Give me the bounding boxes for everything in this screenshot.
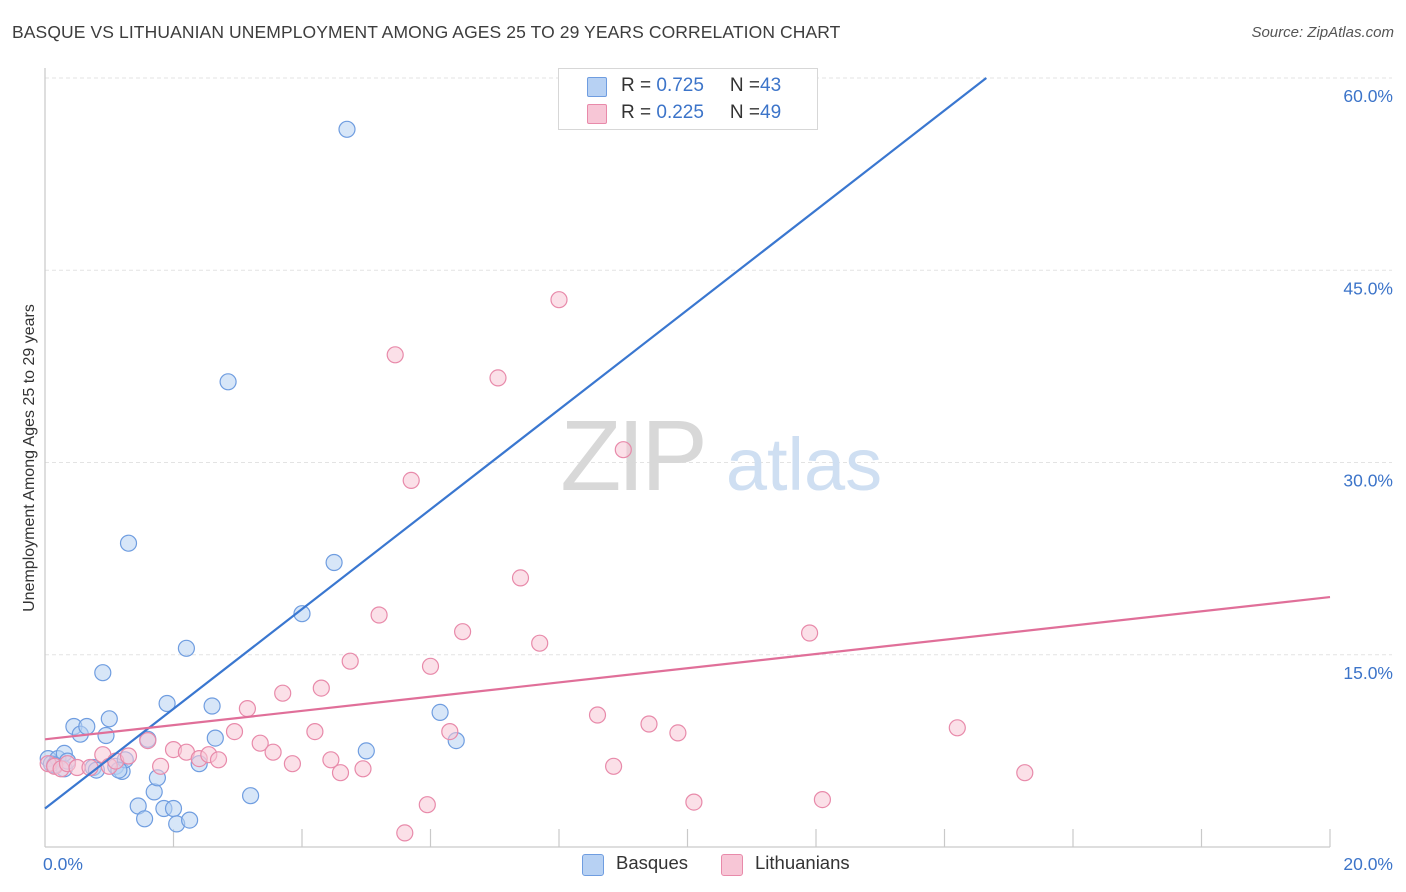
lithuanian-point — [685, 793, 703, 811]
lithuanian-point — [669, 724, 687, 742]
lithuanian-point — [511, 569, 530, 587]
lithuanian-point — [264, 743, 282, 761]
lithuanian-point — [418, 796, 436, 814]
basque-point — [136, 810, 154, 828]
lithuanian-point — [386, 346, 404, 364]
legend-r-label: R = — [621, 102, 657, 123]
legend-label-basques: Basques — [616, 852, 688, 873]
x-tick-label: 0.0% — [43, 854, 83, 874]
basque-point — [293, 605, 311, 623]
stats-legend: R = 0.725 N = 43 R = 0.225 N = 49 — [558, 68, 818, 130]
lithuanian-point — [139, 731, 157, 750]
lithuanian-point — [238, 699, 256, 718]
chart-title: BASQUE VS LITHUANIAN UNEMPLOYMENT AMONG … — [12, 22, 841, 42]
basque-point — [158, 694, 176, 713]
lithuanian-point — [800, 624, 819, 642]
basque-point — [203, 697, 221, 715]
legend-label-lithuanians: Lithuanians — [755, 852, 850, 873]
lithuanian-point — [489, 369, 507, 387]
legend-n-value: 43 — [760, 75, 782, 96]
lithuanian-point — [402, 471, 420, 489]
lithuanian-point — [948, 719, 966, 737]
lithuanian-point — [421, 657, 440, 675]
basque-point — [242, 787, 260, 805]
lithuanian-point — [614, 441, 632, 459]
tick-labels: 15.0% 30.0% 45.0% 60.0% 0.0% 20.0% — [43, 86, 1393, 874]
legend-n-value: 49 — [760, 102, 782, 123]
basque-point — [97, 726, 115, 745]
lithuanian-point — [454, 623, 472, 641]
legend-r-label: R = — [621, 75, 657, 96]
trend-lines — [44, 77, 1331, 810]
source-label: Source: ZipAtlas.com — [1251, 24, 1394, 41]
lithuanian-point — [550, 291, 568, 309]
lithuanian-point — [396, 824, 414, 842]
y-tick-label: 30.0% — [1343, 471, 1393, 491]
lithuanian-point — [209, 751, 228, 769]
basque-point — [145, 783, 163, 801]
basque-point — [206, 729, 224, 747]
legend-r-value: 0.725 — [656, 75, 704, 96]
lithuanian-point — [283, 755, 301, 773]
lithuanian-point — [306, 722, 324, 741]
lithuanian-point — [119, 747, 138, 765]
lithuanian-point — [640, 715, 658, 733]
gridlines — [45, 77, 1392, 656]
lithuanian-point — [331, 764, 350, 782]
lithuanian-point — [312, 679, 330, 697]
y-tick-label: 45.0% — [1343, 278, 1393, 298]
lithuanian-point — [1016, 764, 1034, 782]
watermark: ZIP atlas — [560, 400, 882, 512]
lithuanian-point — [251, 734, 269, 752]
lithuanian-point — [441, 722, 459, 741]
legend-swatch-basques — [582, 854, 604, 876]
x-tick-label: 20.0% — [1343, 854, 1393, 874]
lithuanian-point — [531, 634, 549, 652]
basque-point — [164, 799, 183, 818]
basque-point — [181, 811, 199, 829]
watermark-atlas: atlas — [726, 423, 882, 506]
lithuanian-point — [813, 790, 832, 809]
basque-point — [94, 664, 112, 682]
lithuanian-point — [225, 722, 244, 741]
watermark-zip: ZIP — [560, 400, 704, 512]
legend-swatch-basques — [587, 77, 607, 97]
basque-point — [78, 717, 96, 736]
lithuanian-point — [588, 706, 607, 724]
basque-point — [177, 639, 195, 657]
lithuanian-point — [152, 757, 170, 775]
y-tick-label: 15.0% — [1343, 663, 1393, 683]
basque-point — [431, 703, 449, 722]
legend-n-label: N = — [729, 102, 761, 123]
lithuanian-point — [322, 751, 340, 769]
basque-point — [219, 373, 237, 391]
data-points — [39, 110, 1034, 842]
lithuanian-point — [354, 760, 372, 778]
basque-trend-line — [44, 77, 987, 810]
legend-swatch-lithuanians — [587, 104, 607, 124]
lithuanian-point — [341, 652, 359, 670]
basque-point — [357, 742, 375, 760]
lithuanian-trend-line — [44, 595, 1331, 741]
basque-point — [119, 534, 138, 552]
legend-r-value: 0.225 — [656, 102, 704, 123]
basque-point — [100, 710, 118, 728]
axes — [44, 68, 1331, 848]
lithuanian-point — [370, 606, 388, 624]
basque-point — [338, 120, 356, 138]
series-legend: Basques Lithuanians — [0, 852, 1406, 878]
legend-swatch-lithuanians — [721, 854, 743, 876]
legend-n-label: N = — [729, 75, 761, 96]
lithuanian-point — [604, 757, 623, 775]
lithuanian-point — [274, 684, 292, 702]
y-tick-label: 60.0% — [1343, 86, 1393, 106]
basque-point — [325, 553, 343, 572]
